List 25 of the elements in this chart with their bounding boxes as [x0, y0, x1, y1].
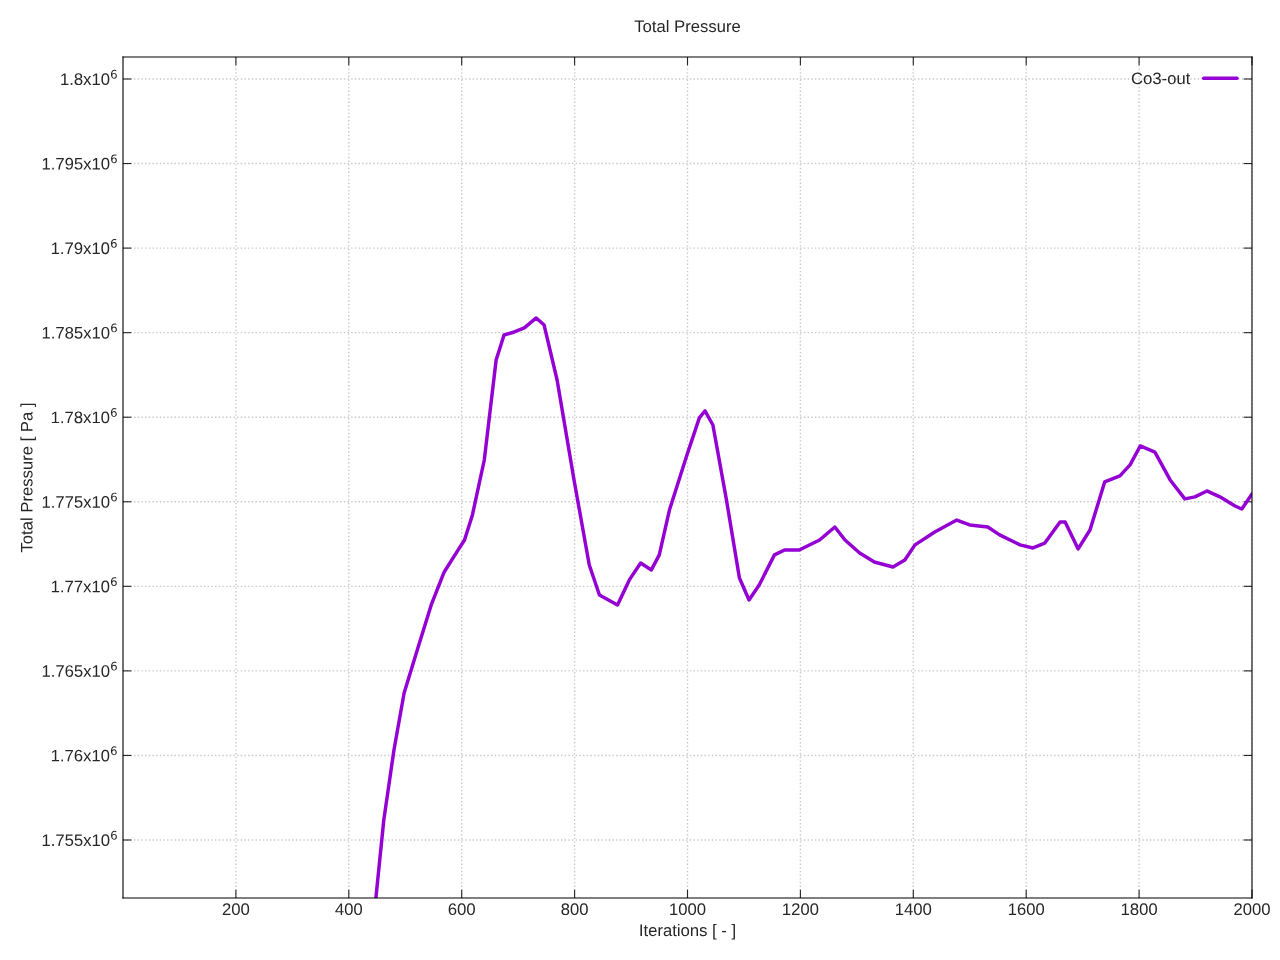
y-tick-label: 1.77x10$^{6}$ [51, 577, 117, 593]
x-tick-label: 1000 [670, 903, 706, 916]
y-tick-label: 1.76x10$^{6}$ [51, 746, 117, 762]
x-tick-label: 2000 [1234, 903, 1270, 916]
y-tick-label: 1.8x10$^{6}$ [61, 69, 117, 86]
x-axis-title: Iterations [ - ] [640, 923, 735, 940]
x-tick-label: 1600 [1008, 903, 1045, 916]
y-tick-label: 1.765x10$^{6}$ [42, 661, 117, 677]
x-tick-label: 200 [222, 903, 250, 916]
y-tick-label: 1.795x10$^{6}$ [42, 154, 117, 170]
y-axis-title: Total Pressure [ Pa ] [20, 403, 36, 553]
x-tick-label: 1400 [896, 903, 932, 916]
x-tick-label: 800 [561, 903, 588, 916]
line-series [374, 316, 1252, 898]
y-tick-label: 1.78x10$^{6}$ [51, 408, 117, 424]
x-tick-label: 400 [335, 903, 363, 916]
y-tick-label: 1.775x10$^{6}$ [42, 492, 117, 508]
legend-label: Co3-out [1131, 72, 1191, 85]
y-tick-label: 1.79x10$^{6}$ [51, 238, 117, 255]
y-tick-label: 1.785x10$^{6}$ [42, 323, 117, 339]
chart-title: Total Pressure [634, 19, 741, 33]
x-tick-label: 1200 [783, 903, 819, 916]
x-tick-label: 1800 [1121, 903, 1157, 916]
x-tick-label: 600 [448, 903, 475, 916]
y-tick-label: 1.755x10$^{6}$ [42, 830, 117, 847]
